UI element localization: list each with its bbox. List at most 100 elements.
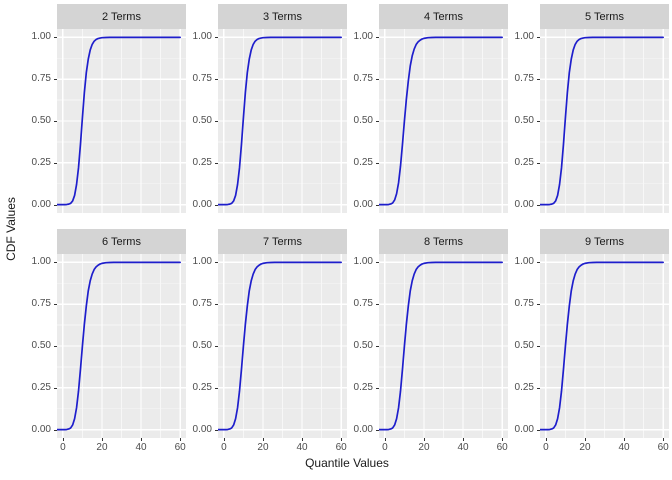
y-tick-mark bbox=[537, 387, 540, 389]
y-tick-mark bbox=[54, 37, 57, 39]
y-tick-label: 1.00 bbox=[353, 256, 373, 268]
facet-strip-label: 2 Terms bbox=[102, 10, 141, 23]
y-tick-mark bbox=[54, 346, 57, 347]
y-axis-tick-labels: 0.00 0.25 0.50 0.75 1.00 bbox=[347, 254, 379, 438]
y-tick-label: 0.25 bbox=[192, 156, 212, 168]
y-tick-mark bbox=[54, 429, 57, 431]
y-axis-tick-labels: 0.00 0.25 0.50 0.75 1.00 bbox=[186, 29, 218, 213]
cdf-curve bbox=[540, 261, 664, 431]
y-tick-mark bbox=[537, 162, 540, 164]
facet-panel bbox=[540, 254, 669, 438]
x-tick-mark bbox=[223, 438, 225, 441]
y-tick-label: 0.00 bbox=[31, 198, 51, 210]
x-tick-mark bbox=[663, 438, 665, 441]
x-tick-mark bbox=[141, 438, 143, 441]
facet-panel bbox=[540, 29, 669, 213]
x-axis-tick-labels: 0 20 40 60 bbox=[540, 438, 669, 454]
y-axis-tick-labels: 0.00 0.25 0.50 0.75 1.00 bbox=[508, 29, 540, 213]
facet-strip-label: 5 Terms bbox=[585, 10, 624, 23]
y-tick-mark bbox=[215, 262, 218, 264]
y-tick-label: 0.25 bbox=[353, 381, 373, 393]
facet-7-terms: 7 Terms 0.00 0.25 0.50 0.75 1.00 0 20 40 60 bbox=[186, 229, 347, 454]
x-tick-mark bbox=[101, 438, 103, 441]
cdf-curve bbox=[218, 36, 342, 206]
y-tick-label: 0.50 bbox=[192, 340, 212, 351]
facet-5-terms: 5 Terms 0.00 0.25 0.50 0.75 1.00 bbox=[508, 4, 669, 213]
x-tick-mark bbox=[302, 438, 304, 441]
x-tick-label: 20 bbox=[418, 442, 430, 453]
facet-panel bbox=[57, 29, 186, 213]
y-tick-mark bbox=[54, 304, 57, 306]
x-tick-label: 60 bbox=[174, 442, 186, 453]
facet-9-terms: 9 Terms 0.00 0.25 0.50 0.75 1.00 0 20 40 60 bbox=[508, 229, 669, 454]
y-tick-label: 1.00 bbox=[31, 31, 51, 43]
y-tick-label: 0.00 bbox=[353, 198, 373, 210]
x-tick-label: 60 bbox=[657, 442, 669, 453]
x-tick-mark bbox=[423, 438, 425, 441]
y-tick-mark bbox=[215, 346, 218, 347]
cdf-curve bbox=[218, 261, 342, 431]
facet-strip-label: 4 Terms bbox=[424, 10, 463, 23]
x-tick-label: 0 bbox=[382, 442, 388, 453]
x-axis-tick-labels: 0 20 40 60 bbox=[218, 438, 347, 454]
y-tick-mark bbox=[537, 346, 540, 347]
y-tick-label: 0.00 bbox=[192, 423, 212, 435]
facet-panel bbox=[218, 254, 347, 438]
y-tick-mark bbox=[537, 304, 540, 306]
x-tick-label: 40 bbox=[618, 442, 630, 453]
cdf-curve bbox=[57, 36, 181, 206]
facet-panel bbox=[57, 254, 186, 438]
y-tick-mark bbox=[376, 304, 379, 306]
y-tick-mark bbox=[215, 37, 218, 39]
y-tick-label: 0.75 bbox=[192, 298, 212, 310]
y-tick-mark bbox=[376, 121, 379, 122]
x-tick-label: 20 bbox=[257, 442, 269, 453]
facet-strip-label: 9 Terms bbox=[585, 235, 624, 248]
facet-panel bbox=[379, 29, 508, 213]
y-tick-mark bbox=[215, 304, 218, 306]
x-tick-mark bbox=[384, 438, 386, 441]
facet-strip: 8 Terms bbox=[379, 229, 508, 254]
facet-panel bbox=[218, 29, 347, 213]
y-tick-mark bbox=[215, 429, 218, 431]
x-tick-label: 40 bbox=[296, 442, 308, 453]
y-tick-label: 0.25 bbox=[514, 156, 534, 168]
y-tick-label: 0.75 bbox=[353, 73, 373, 85]
cdf-curve bbox=[540, 36, 664, 206]
cdf-curve bbox=[379, 261, 503, 431]
x-tick-label: 0 bbox=[60, 442, 66, 453]
x-tick-label: 60 bbox=[496, 442, 508, 453]
y-tick-mark bbox=[54, 121, 57, 122]
y-tick-label: 0.00 bbox=[31, 423, 51, 435]
x-tick-mark bbox=[502, 438, 504, 441]
x-tick-label: 20 bbox=[579, 442, 591, 453]
x-tick-label: 60 bbox=[335, 442, 347, 453]
x-tick-mark bbox=[584, 438, 586, 441]
y-tick-label: 0.25 bbox=[514, 381, 534, 393]
y-tick-label: 0.25 bbox=[31, 156, 51, 168]
y-tick-label: 0.25 bbox=[192, 381, 212, 393]
x-tick-mark bbox=[62, 438, 64, 441]
y-tick-label: 0.50 bbox=[31, 340, 51, 351]
y-tick-label: 1.00 bbox=[353, 31, 373, 43]
y-tick-mark bbox=[54, 162, 57, 164]
x-tick-mark bbox=[624, 438, 626, 441]
y-tick-mark bbox=[215, 121, 218, 122]
y-tick-label: 1.00 bbox=[514, 256, 534, 268]
x-axis-title: Quantile Values bbox=[305, 456, 389, 470]
y-tick-label: 0.00 bbox=[353, 423, 373, 435]
y-tick-label: 1.00 bbox=[192, 31, 212, 43]
y-tick-label: 0.50 bbox=[514, 115, 534, 126]
cdf-curve bbox=[57, 261, 181, 431]
facet-strip: 3 Terms bbox=[218, 4, 347, 29]
y-tick-mark bbox=[537, 429, 540, 431]
y-tick-mark bbox=[54, 262, 57, 264]
y-tick-label: 0.75 bbox=[31, 73, 51, 85]
y-axis-tick-labels: 0.00 0.25 0.50 0.75 1.00 bbox=[508, 254, 540, 438]
cdf-curve bbox=[379, 36, 503, 206]
y-tick-label: 0.75 bbox=[514, 73, 534, 85]
y-tick-mark bbox=[54, 387, 57, 389]
y-tick-label: 0.50 bbox=[353, 115, 373, 126]
y-tick-mark bbox=[54, 79, 57, 81]
